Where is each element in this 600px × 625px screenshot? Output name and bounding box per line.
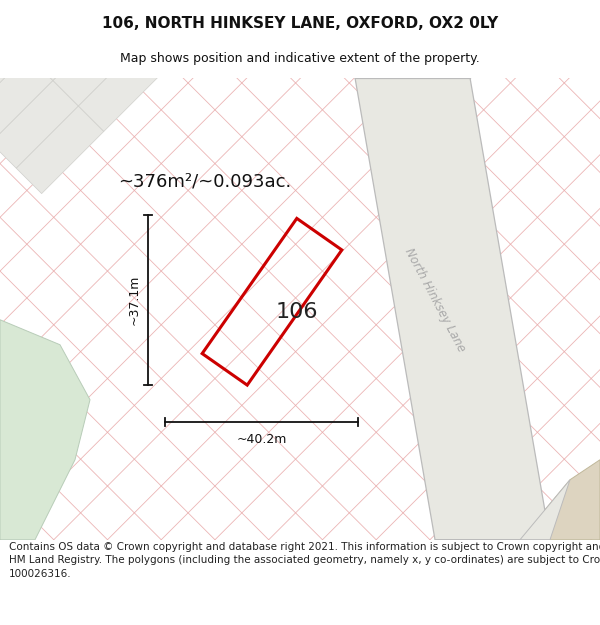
Polygon shape: [0, 4, 2, 92]
Polygon shape: [16, 106, 104, 194]
Text: 106: 106: [276, 302, 318, 322]
Polygon shape: [140, 0, 228, 69]
Polygon shape: [520, 460, 600, 540]
Polygon shape: [53, 18, 140, 106]
Text: ~376m²/~0.093ac.: ~376m²/~0.093ac.: [118, 173, 292, 191]
Text: ~40.2m: ~40.2m: [236, 433, 287, 446]
Polygon shape: [0, 0, 39, 4]
Text: Map shows position and indicative extent of the property.: Map shows position and indicative extent…: [120, 52, 480, 64]
Polygon shape: [28, 0, 115, 81]
Polygon shape: [355, 78, 550, 540]
Text: 106, NORTH HINKSEY LANE, OXFORD, OX2 0LY: 106, NORTH HINKSEY LANE, OXFORD, OX2 0LY: [102, 16, 498, 31]
Polygon shape: [0, 0, 64, 29]
Polygon shape: [2, 0, 89, 55]
Polygon shape: [203, 0, 290, 7]
Polygon shape: [0, 29, 28, 118]
Text: Contains OS data © Crown copyright and database right 2021. This information is : Contains OS data © Crown copyright and d…: [9, 542, 600, 579]
Polygon shape: [89, 0, 178, 18]
Polygon shape: [0, 81, 79, 168]
Text: ~37.1m: ~37.1m: [128, 274, 140, 325]
Polygon shape: [79, 44, 166, 131]
Polygon shape: [0, 55, 53, 142]
Polygon shape: [115, 0, 203, 44]
Polygon shape: [0, 320, 90, 540]
Polygon shape: [435, 480, 570, 540]
Text: North Hinksey Lane: North Hinksey Lane: [402, 246, 468, 354]
